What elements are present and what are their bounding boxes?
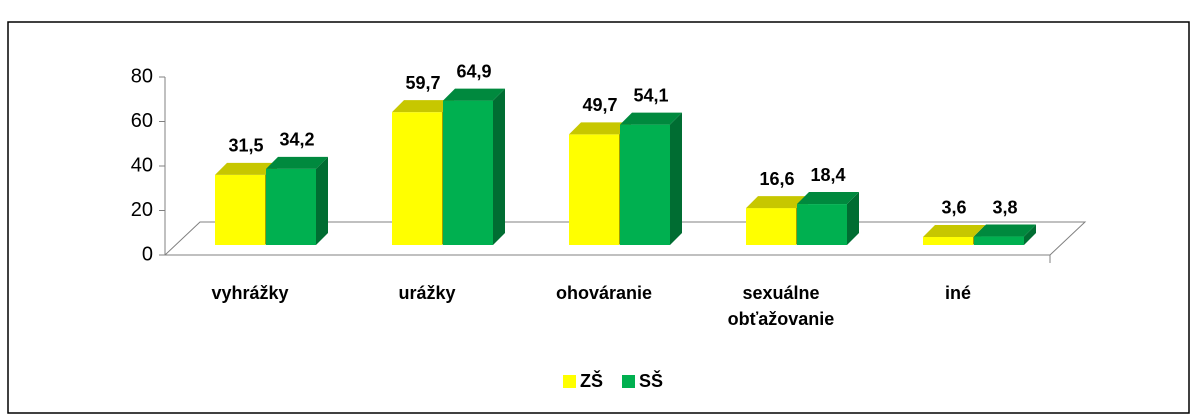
bar-side (316, 156, 328, 245)
legend-swatch (622, 375, 635, 388)
frame (7, 21, 1190, 414)
bar-front (923, 236, 973, 245)
data-label: 64,9 (456, 61, 491, 81)
bar-front (620, 124, 670, 245)
bar-top (569, 122, 631, 135)
y-tick-label: 40 (131, 154, 153, 176)
bar (266, 156, 328, 245)
bar-front (392, 112, 442, 245)
y-tick-label: 60 (131, 110, 153, 132)
data-label: 16,6 (759, 169, 794, 189)
data-label: 49,7 (582, 95, 617, 115)
bar-side (1024, 224, 1036, 245)
data-label: 31,5 (228, 136, 263, 156)
bar (797, 192, 859, 245)
y-tick-label: 0 (142, 243, 153, 265)
legend-swatch (563, 375, 576, 388)
x-tick-label: ohováranie (555, 283, 653, 303)
bar (974, 224, 1036, 245)
bar-front (797, 204, 847, 245)
data-label: 34,2 (279, 130, 314, 150)
x-tick-label: vyhrážky (211, 283, 289, 303)
y-tick-label: 20 (131, 199, 153, 221)
bar-top (266, 156, 328, 169)
legend-label: ZŠ (580, 371, 604, 391)
data-label: 18,4 (810, 165, 845, 185)
bar-front (266, 168, 316, 245)
data-label: 3,8 (992, 197, 1017, 217)
data-label: 59,7 (405, 73, 440, 93)
y-tick-label: 80 (131, 65, 153, 87)
bar-side (670, 112, 682, 245)
bar-top (392, 100, 454, 113)
bar (620, 112, 682, 245)
bar-front (974, 236, 1024, 245)
bar-top (443, 88, 505, 101)
bar-side (847, 192, 859, 245)
x-tick-label: sexuálne obťažovanie (727, 283, 835, 329)
bar-top (215, 162, 277, 175)
bar-top (620, 112, 682, 125)
bar-top (974, 224, 1036, 237)
data-label: 3,6 (941, 198, 966, 218)
bar-front (215, 174, 265, 245)
x-tick-label: urážky (398, 283, 456, 303)
x-tick-label: iné (944, 283, 971, 303)
bar-front (746, 208, 796, 245)
bar-front (569, 134, 619, 245)
legend-label: SŠ (639, 371, 664, 391)
bar-side (493, 88, 505, 245)
bar-top (797, 192, 859, 205)
data-label: 54,1 (633, 85, 668, 105)
bar (443, 88, 505, 245)
bar-top (923, 224, 985, 237)
bar-front (443, 100, 493, 245)
bar-top (746, 196, 808, 209)
